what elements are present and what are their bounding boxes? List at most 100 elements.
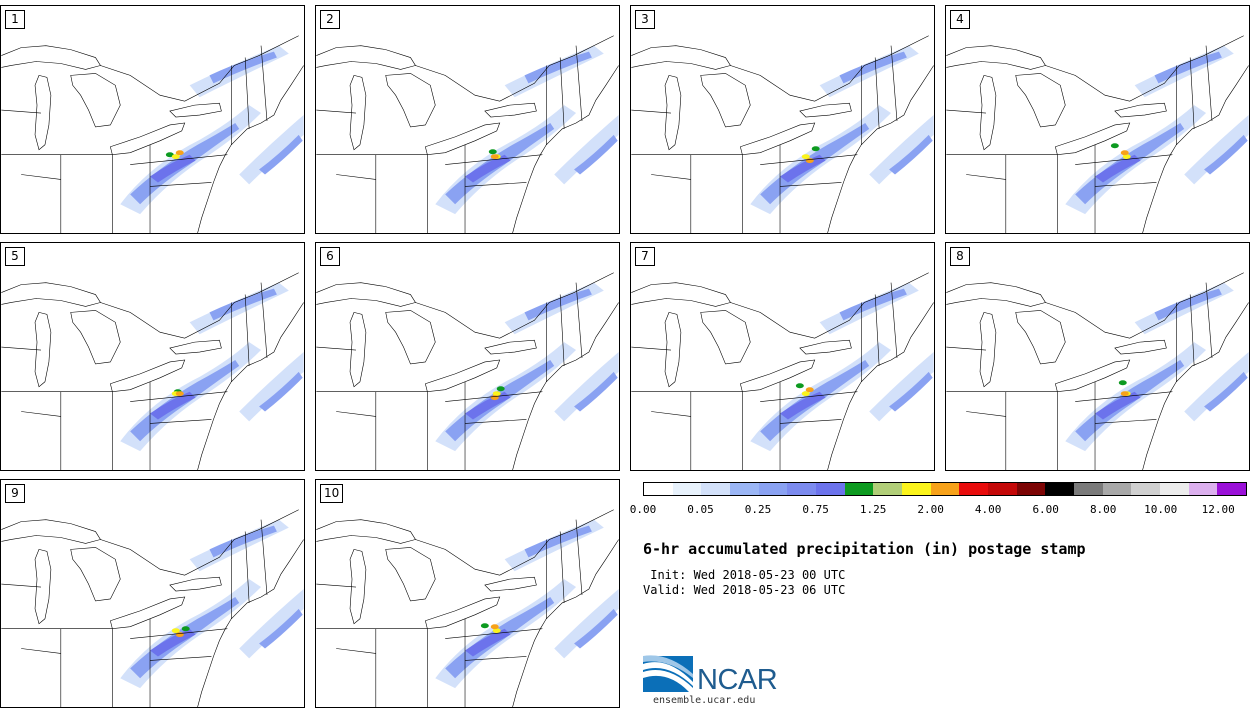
map-boundary xyxy=(1142,65,1249,233)
precip-area xyxy=(1204,371,1248,412)
precip-area xyxy=(259,134,303,175)
map-boundary xyxy=(316,346,357,351)
colorbar-tick: 1.25 xyxy=(859,503,887,516)
panel-number: 8 xyxy=(950,247,970,266)
map-panel-3: 3 xyxy=(630,5,935,234)
map-boundary xyxy=(415,272,614,339)
heavy-precip-cell xyxy=(165,152,174,158)
map-boundary xyxy=(946,346,987,351)
precip-area xyxy=(780,391,826,420)
map-boundary xyxy=(349,75,367,151)
heavy-precip-cell xyxy=(171,628,180,634)
map-boundary xyxy=(575,519,583,596)
map-boundary xyxy=(890,45,898,122)
precip-area xyxy=(524,51,592,84)
map-boundary xyxy=(1045,272,1244,339)
map-boundary xyxy=(1142,302,1249,470)
colorbar-swatch xyxy=(701,483,731,495)
precip-area xyxy=(554,352,619,422)
precip-area xyxy=(574,608,618,649)
colorbar-tick: 0.00 xyxy=(629,503,657,516)
ncar-logo-icon xyxy=(643,655,693,692)
map-boundary xyxy=(631,109,672,114)
heavy-precip-cell xyxy=(490,624,499,630)
map-boundary xyxy=(169,102,222,118)
map-boundary xyxy=(34,312,52,388)
map-boundary xyxy=(559,294,565,366)
colorbar-swatch xyxy=(930,483,960,495)
map-boundary xyxy=(799,102,852,118)
map-boundary xyxy=(70,547,121,602)
map-boundary xyxy=(465,182,527,187)
map-panel-6: 6 xyxy=(315,242,620,471)
precip-area xyxy=(1154,51,1222,84)
map-boundary xyxy=(946,282,1046,307)
precip-area xyxy=(239,115,304,185)
init-time: Init: Wed 2018-05-23 00 UTC xyxy=(643,568,846,582)
colorbar-swatch xyxy=(758,483,788,495)
map-boundary xyxy=(197,302,304,470)
map-boundary xyxy=(169,339,222,355)
map-boundary xyxy=(425,359,501,393)
map-boundary xyxy=(130,391,228,402)
map-boundary xyxy=(966,174,1006,180)
colorbar-swatch xyxy=(959,483,989,495)
map-boundary xyxy=(1015,73,1066,128)
colorbar-swatch xyxy=(1217,483,1247,495)
precip-area xyxy=(150,391,196,420)
map-boundary xyxy=(244,294,250,366)
map-boundary xyxy=(1189,57,1195,129)
map-boundary xyxy=(1,346,42,351)
precip-area xyxy=(1095,391,1141,420)
colorbar-swatch xyxy=(1160,483,1189,495)
precip-area xyxy=(524,525,592,558)
colorbar-tick: 6.00 xyxy=(1032,503,1059,516)
heavy-precip-cell xyxy=(811,146,820,152)
ncar-wordmark: NCAR xyxy=(697,664,778,696)
precip-area xyxy=(209,525,277,558)
map-boundary xyxy=(559,531,565,603)
colorbar-swatch xyxy=(1045,483,1075,495)
map-boundary xyxy=(1015,310,1066,365)
precip-area xyxy=(1204,134,1248,175)
precip-area xyxy=(1095,154,1141,183)
heavy-precip-cell xyxy=(795,383,804,389)
precip-area xyxy=(259,608,303,649)
logo-url: ensemble.ucar.edu xyxy=(653,695,756,706)
map-boundary xyxy=(1055,122,1131,156)
map-boundary xyxy=(316,282,416,307)
map-boundary xyxy=(100,35,299,102)
map-boundary xyxy=(700,310,751,365)
map-panel-4: 4 xyxy=(945,5,1250,234)
map-boundary xyxy=(21,174,61,180)
map-canvas xyxy=(1,35,304,233)
map-boundary xyxy=(260,282,268,359)
map-canvas xyxy=(1,509,304,707)
map-boundary xyxy=(349,312,367,388)
map-boundary xyxy=(336,411,376,417)
map-boundary xyxy=(1,45,101,70)
map-canvas xyxy=(316,509,619,707)
precip-area xyxy=(554,115,619,185)
map-boundary xyxy=(979,75,997,151)
colorbar-tick: 12.00 xyxy=(1201,503,1235,516)
map-boundary xyxy=(1,519,101,544)
map-boundary xyxy=(197,65,304,233)
map-boundary xyxy=(244,57,250,129)
heavy-precip-cell xyxy=(1118,380,1127,386)
precip-area xyxy=(524,288,592,321)
map-boundary xyxy=(631,282,731,307)
map-boundary xyxy=(385,73,436,128)
map-boundary xyxy=(415,35,614,102)
precip-area xyxy=(889,371,933,412)
map-boundary xyxy=(827,65,934,233)
map-boundary xyxy=(890,282,898,359)
map-boundary xyxy=(559,57,565,129)
map-boundary xyxy=(197,539,304,707)
map-boundary xyxy=(575,45,583,122)
precip-area xyxy=(839,288,907,321)
map-boundary xyxy=(1,109,42,114)
heavy-precip-cell xyxy=(805,387,814,393)
map-boundary xyxy=(946,45,1046,70)
heavy-precip-cell xyxy=(490,154,499,160)
